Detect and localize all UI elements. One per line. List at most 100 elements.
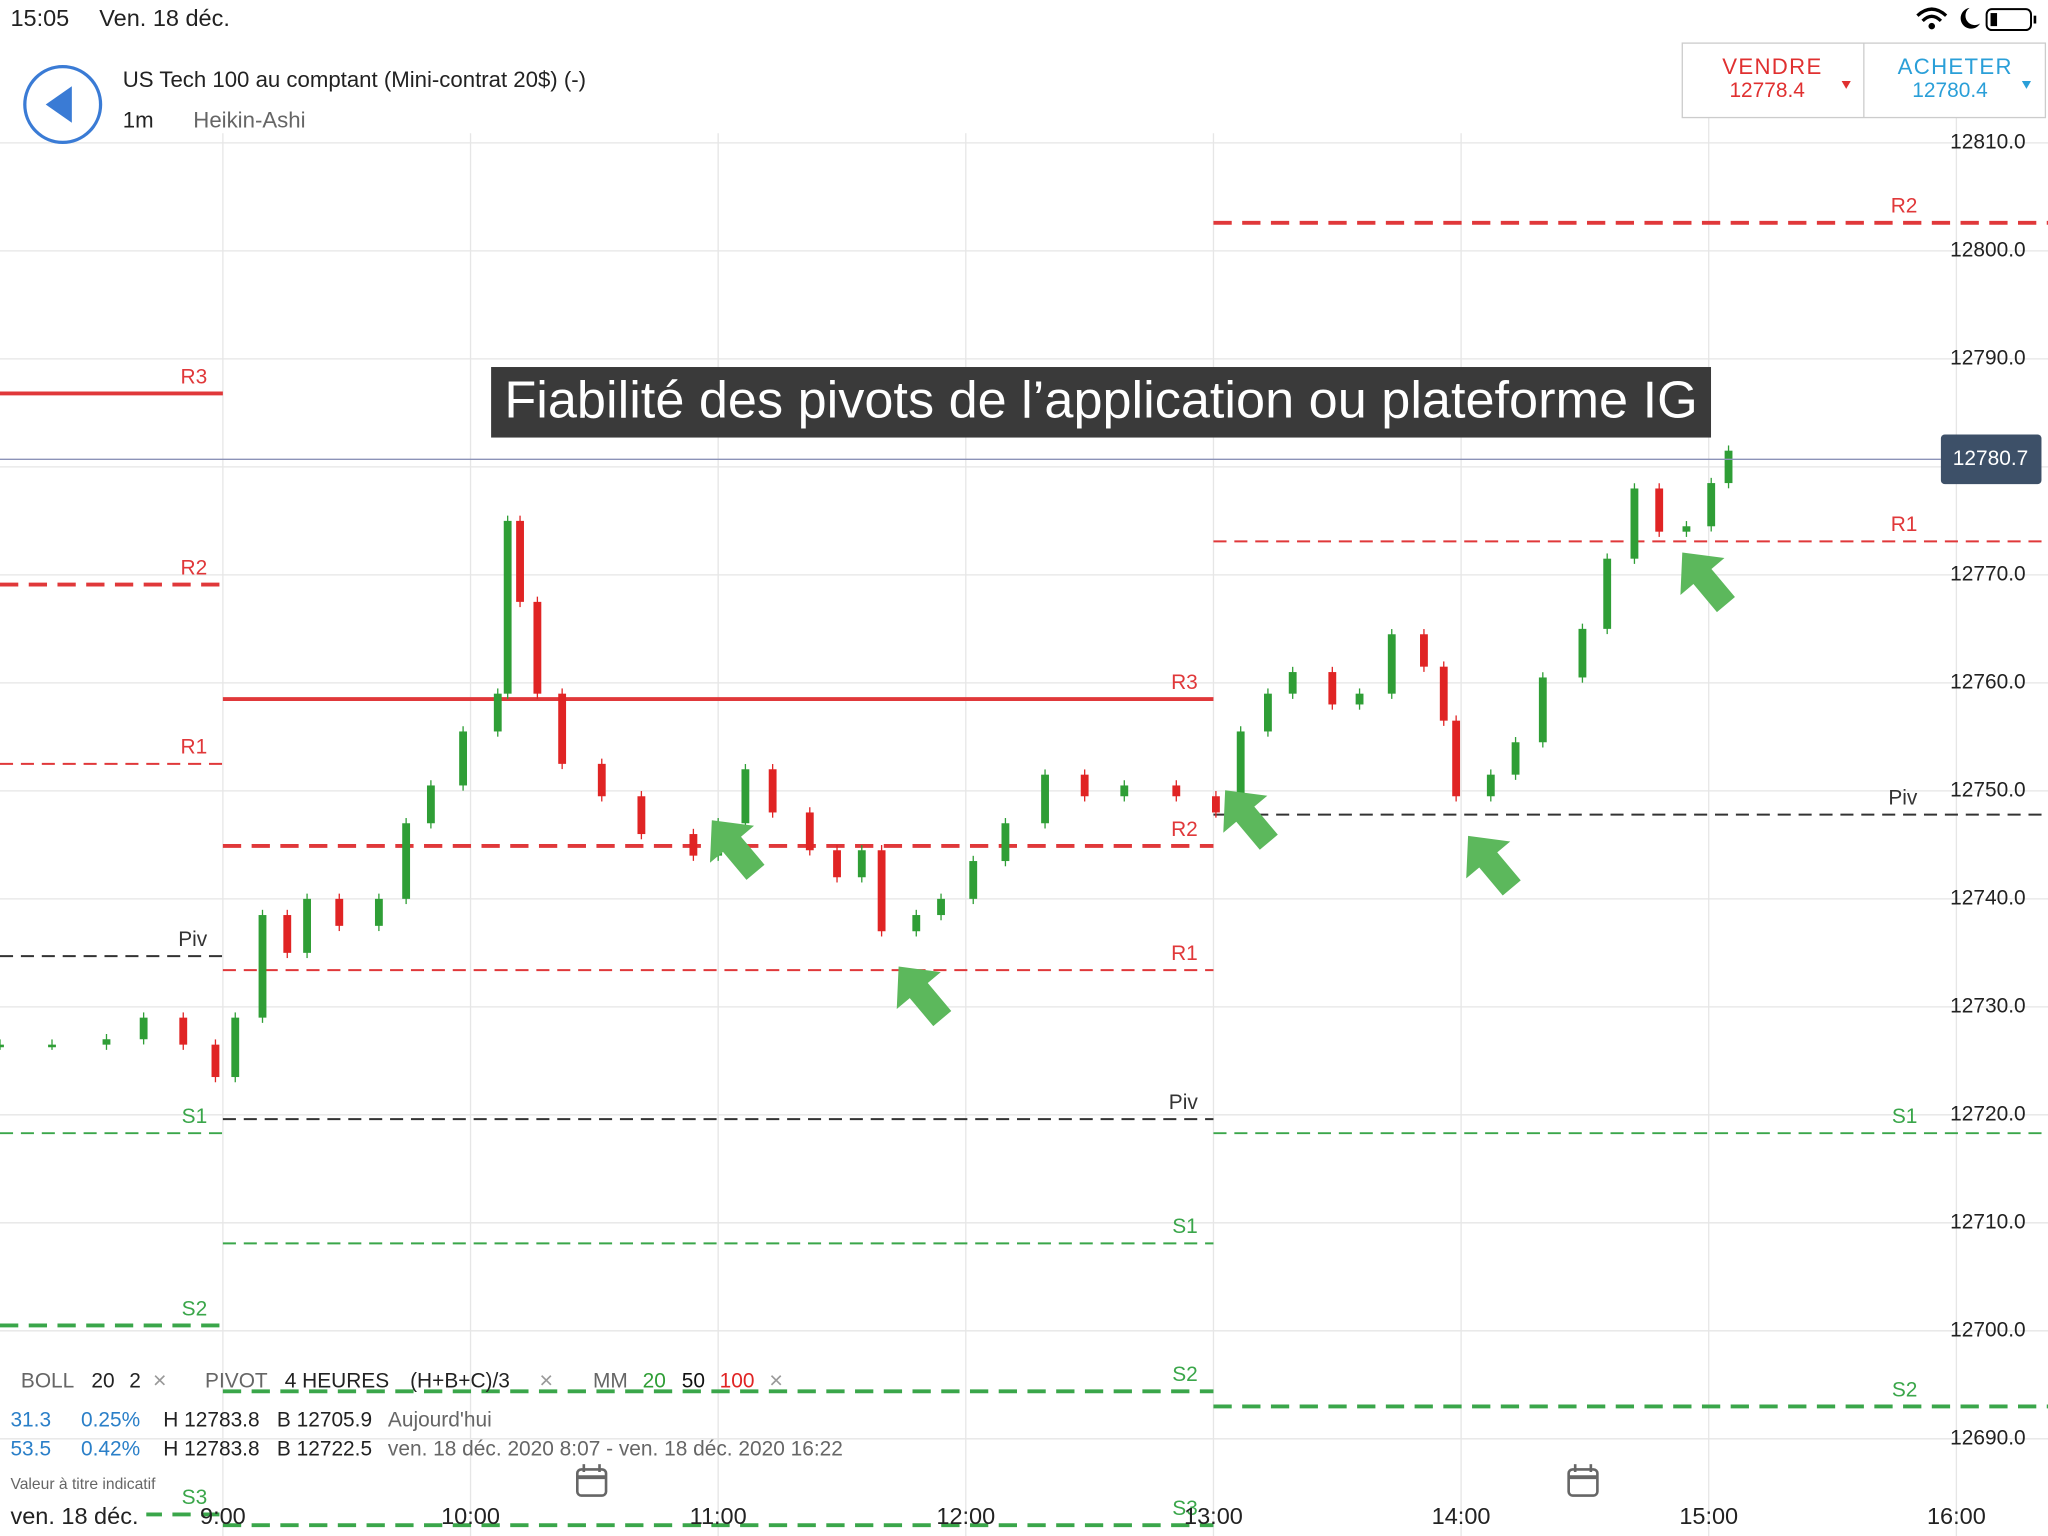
back-button[interactable] bbox=[23, 64, 103, 144]
candle bbox=[374, 898, 383, 926]
stat-percent: 0.42% bbox=[81, 1437, 140, 1460]
header bbox=[0, 41, 1683, 134]
sell-button[interactable]: VENDRE 12778.4 bbox=[1722, 54, 1851, 102]
stat-change: 31.3 bbox=[10, 1409, 51, 1432]
candle bbox=[805, 812, 814, 851]
candle bbox=[912, 915, 921, 932]
candle bbox=[833, 850, 841, 878]
candle bbox=[231, 1017, 240, 1078]
candle bbox=[283, 915, 292, 953]
remove-icon[interactable]: × bbox=[769, 1367, 783, 1393]
stat-low: B 12705.9 bbox=[277, 1409, 372, 1432]
candle bbox=[1452, 720, 1461, 797]
candle bbox=[211, 1044, 220, 1078]
candle bbox=[1724, 450, 1733, 484]
candle bbox=[937, 898, 945, 916]
pivot-label: S2 bbox=[182, 1297, 208, 1320]
candle bbox=[102, 1039, 111, 1045]
y-tick-label: 12750.0 bbox=[1950, 778, 2025, 801]
mm-period: 20 bbox=[643, 1369, 666, 1392]
candle bbox=[1236, 731, 1245, 813]
pivot-label: R1 bbox=[1891, 513, 1918, 536]
pivot-name[interactable]: PIVOT bbox=[205, 1369, 268, 1392]
candle bbox=[139, 1017, 148, 1040]
status-time: 15:05 bbox=[10, 5, 69, 31]
mm-period: 50 bbox=[682, 1369, 705, 1392]
candle bbox=[503, 520, 512, 694]
pivot-label: S1 bbox=[1892, 1105, 1918, 1128]
date-label: ven. 18 déc. bbox=[10, 1503, 138, 1529]
mm-name[interactable]: MM bbox=[593, 1369, 628, 1392]
chart-type[interactable]: Heikin-Ashi bbox=[193, 107, 305, 132]
arrow-annotation bbox=[896, 966, 952, 1027]
x-tick-label: 10:00 bbox=[441, 1503, 500, 1529]
disclaimer: Valeur à titre indicatif bbox=[10, 1476, 156, 1493]
boll-name[interactable]: BOLL bbox=[21, 1369, 74, 1392]
candle bbox=[741, 769, 750, 824]
mm-period: 100 bbox=[720, 1369, 755, 1392]
candle bbox=[597, 763, 606, 797]
candle bbox=[426, 785, 435, 824]
arrow-annotation bbox=[1466, 835, 1521, 896]
instrument-name: US Tech 100 au comptant (Mini-contrat 20… bbox=[123, 67, 586, 92]
sell-label: VENDRE bbox=[1722, 54, 1822, 79]
candle bbox=[558, 693, 567, 764]
candle bbox=[493, 693, 502, 732]
y-tick-label: 12710.0 bbox=[1950, 1210, 2025, 1233]
candle bbox=[877, 850, 886, 932]
y-tick-label: 12810.0 bbox=[1950, 130, 2025, 153]
boll-deviation: 2 bbox=[129, 1369, 141, 1392]
x-tick-label: 12:00 bbox=[936, 1503, 995, 1529]
stat-percent: 0.25% bbox=[81, 1409, 140, 1432]
candle bbox=[969, 861, 978, 899]
calendar-icons bbox=[576, 1464, 1599, 1497]
candle bbox=[402, 823, 411, 899]
date-label-bg bbox=[0, 1502, 147, 1536]
candle bbox=[0, 1044, 4, 1048]
candle bbox=[516, 520, 524, 602]
buy-button[interactable]: ACHETER 12780.4 bbox=[1898, 54, 2032, 102]
candle bbox=[1172, 785, 1181, 797]
candle bbox=[1655, 488, 1664, 532]
candle bbox=[459, 731, 468, 786]
remove-icon[interactable]: × bbox=[153, 1367, 167, 1393]
candle bbox=[1630, 488, 1639, 559]
y-tick-label: 12720.0 bbox=[1950, 1102, 2025, 1125]
candle bbox=[1486, 774, 1495, 797]
candle bbox=[533, 601, 542, 694]
pivot-label: R3 bbox=[181, 365, 208, 388]
pivot-label: Piv bbox=[1888, 786, 1918, 809]
stat-range: ven. 18 déc. 2020 8:07 - ven. 18 déc. 20… bbox=[388, 1437, 843, 1460]
last-price-label: 12780.7 bbox=[1953, 447, 2028, 470]
x-tick-label: 9:00 bbox=[200, 1503, 246, 1529]
stat-range: Aujourd'hui bbox=[388, 1409, 492, 1432]
remove-icon[interactable]: × bbox=[539, 1367, 553, 1393]
y-tick-label: 12730.0 bbox=[1950, 994, 2025, 1017]
calendar-button[interactable] bbox=[576, 1464, 608, 1497]
stat-low: B 12722.5 bbox=[277, 1437, 372, 1460]
candle bbox=[303, 898, 311, 953]
sell-price: 12778.4 bbox=[1729, 79, 1804, 102]
candle bbox=[1707, 483, 1716, 527]
candle bbox=[1264, 693, 1272, 732]
calendar-button[interactable] bbox=[1567, 1464, 1599, 1497]
pivot-label: S3 bbox=[182, 1486, 208, 1509]
y-tick-label: 12790.0 bbox=[1950, 346, 2025, 369]
pivot-timeframe: 4 HEURES bbox=[285, 1369, 389, 1392]
stat-high: H 12783.8 bbox=[163, 1409, 259, 1432]
candle bbox=[1328, 672, 1337, 705]
arrow-annotation bbox=[1223, 790, 1278, 850]
candle bbox=[857, 850, 866, 878]
pivot-label: S1 bbox=[1172, 1215, 1198, 1238]
candle bbox=[1080, 774, 1089, 797]
pivot-label: S2 bbox=[1892, 1378, 1918, 1401]
pivot-label: S1 bbox=[182, 1105, 208, 1128]
y-tick-label: 12700.0 bbox=[1950, 1318, 2025, 1341]
candle bbox=[1041, 774, 1049, 824]
pivot-label: R3 bbox=[1171, 671, 1198, 694]
interval[interactable]: 1m bbox=[123, 107, 154, 132]
pivot-label: R2 bbox=[1171, 818, 1198, 841]
candle bbox=[1682, 526, 1691, 532]
